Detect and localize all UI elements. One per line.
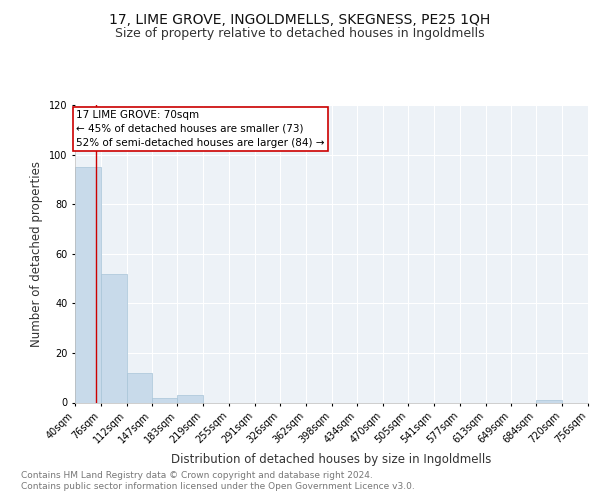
Bar (536, 400, 562, 402)
Text: 17 LIME GROVE: 70sqm
← 45% of detached houses are smaller (73)
52% of semi-detac: 17 LIME GROVE: 70sqm ← 45% of detached h… (76, 110, 325, 148)
Text: Size of property relative to detached houses in Ingoldmells: Size of property relative to detached ho… (115, 28, 485, 40)
Y-axis label: Number of detached properties: Number of detached properties (31, 161, 43, 347)
Text: Contains HM Land Registry data © Crown copyright and database right 2024.: Contains HM Land Registry data © Crown c… (21, 471, 373, 480)
Bar (152, 398, 178, 402)
Text: 17, LIME GROVE, INGOLDMELLS, SKEGNESS, PE25 1QH: 17, LIME GROVE, INGOLDMELLS, SKEGNESS, P… (109, 12, 491, 26)
Text: Contains public sector information licensed under the Open Government Licence v3: Contains public sector information licen… (21, 482, 415, 491)
Bar (101, 274, 127, 402)
Bar (178, 395, 203, 402)
Bar (75, 167, 101, 402)
X-axis label: Distribution of detached houses by size in Ingoldmells: Distribution of detached houses by size … (172, 454, 491, 466)
Bar (127, 373, 152, 402)
